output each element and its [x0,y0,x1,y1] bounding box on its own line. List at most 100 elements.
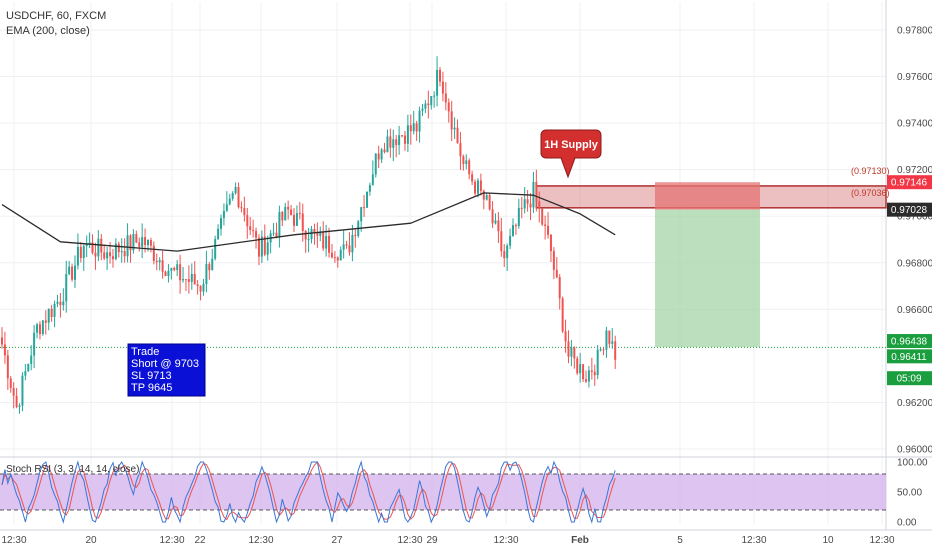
candles [1,56,617,414]
candle-body [444,93,447,103]
candle-body [252,230,255,232]
time-tick-label: 12:30 [159,535,184,546]
candle-body [427,103,430,106]
candle-body [599,349,602,351]
candle-body [360,207,363,222]
candle-body [576,358,579,374]
trade-note-box [127,343,206,397]
price-badge-text: 0.97028 [891,205,928,216]
candle-body [260,236,263,257]
time-tick-label: Feb [571,535,589,546]
price-badge [887,349,932,364]
risk-box[interactable] [655,182,760,210]
time-tick-label: 12:30 [248,535,273,546]
candle-body [231,193,234,199]
candle-body [205,264,208,285]
candle-body [538,201,541,209]
candle-body [573,347,576,359]
supply-callout-text: 1H Supply [544,139,599,151]
grid [0,0,932,531]
ema-indicator-label[interactable]: EMA (200, close) [6,25,90,37]
candle-body [106,252,109,259]
candle-body [366,191,368,208]
candle-body [523,199,526,209]
candle-body [184,279,187,281]
candle-body [187,279,190,282]
supply-callout-joint [562,155,574,159]
supply-callout[interactable]: 1H Supply [540,129,602,179]
candle-body [68,266,71,275]
candle-body [65,274,68,302]
price-badge [887,202,932,217]
candle-body [155,260,158,263]
price-tick-label: 0.96600 [897,305,932,316]
candle-body [126,235,129,257]
candle-body [91,242,94,253]
trade-note-line2: Short @ 9703 [131,358,199,370]
candle-body [608,330,611,344]
stoch-tick-label: 0.00 [897,518,917,529]
candle-body [225,204,228,211]
ema-200-line[interactable] [1,192,616,252]
trade-note[interactable]: Trade Short @ 9703 SL 9713 TP 9645 [127,343,206,397]
candle-body [409,125,412,132]
reward-box[interactable] [655,209,760,348]
candle-body [24,371,27,376]
trade-note-line1: Trade [131,346,159,358]
candle-body [561,298,564,332]
candle-body [123,251,126,257]
candle-body [190,273,193,282]
candle-body [228,198,231,205]
candle-body [263,236,266,255]
candle-body [310,229,313,240]
candle-body [459,143,462,157]
candle-body [220,218,222,229]
candle-body [47,308,50,323]
candle-body [582,364,585,380]
price-tick-label: 0.96800 [897,258,932,269]
candle-body [479,180,482,191]
candle-body [564,331,567,342]
price-axis[interactable]: 0.97800 0.97600 0.97400 0.97200 0.97000 0.968… [897,25,932,528]
candle-body [74,265,76,280]
price-tick-label: 0.96200 [897,398,932,409]
stoch-rsi-label[interactable]: Stoch RSI (3, 3, 14, 14, close) [6,464,139,475]
candle-body [27,363,30,372]
price-badge-text: 0.97146 [891,178,928,189]
candle-body [182,279,185,281]
time-tick-label: 29 [426,535,438,546]
candle-body [307,239,310,241]
candle-body [193,273,196,285]
candle-body [167,270,170,277]
candle-body [339,249,342,261]
candle-body [319,232,322,236]
candle-body [590,370,593,372]
stoch-lines [1,460,616,524]
candle-body [383,149,386,153]
supply-callout-pointer [560,157,576,179]
candle-body [257,237,260,257]
candle-body [114,243,117,260]
candle-body [330,252,333,258]
symbol-title: USDCHF, 60, FXCM [6,10,106,22]
candle-body [456,127,459,144]
price-tick-label: 0.97400 [897,119,932,130]
candle-body [12,387,15,396]
candle-body [141,237,144,247]
candle-body [313,229,316,233]
price-badge [887,334,932,349]
candle-body [6,355,9,379]
ema-line-group [1,192,616,252]
candle-body [59,301,62,306]
candle-body [605,330,608,350]
candle-body [304,230,307,240]
candle-body [424,103,427,109]
candle-body [520,207,523,209]
candle-body [535,181,538,202]
candle-body [152,245,155,261]
zones [0,182,887,348]
time-axis[interactable]: 12:30 20 12:30 22 12:30 27 12:30 29 12:30 Feb 5 12:… [1,535,894,546]
candle-body [418,110,421,132]
candle-body [71,266,74,280]
